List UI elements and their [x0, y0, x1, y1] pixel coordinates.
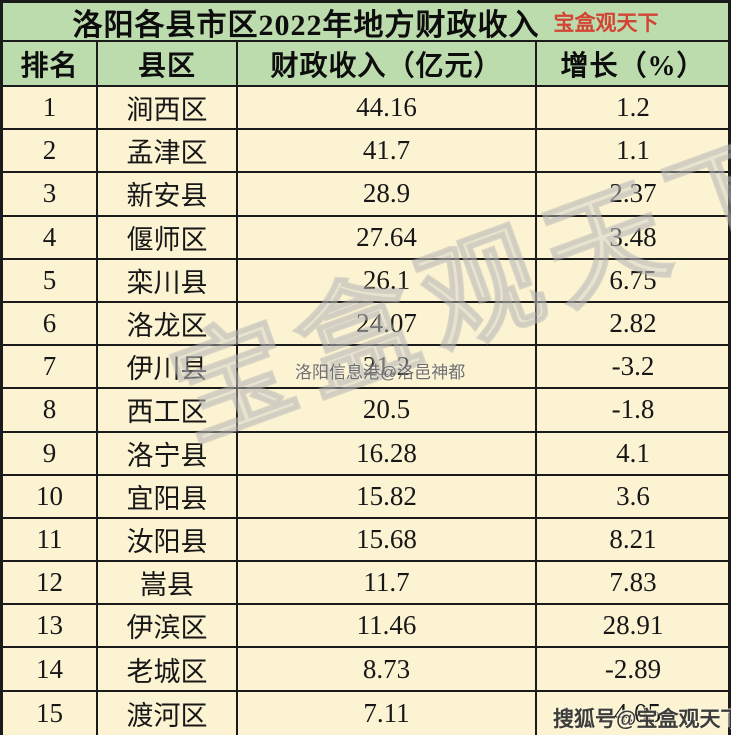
cell-rank: 7 — [3, 346, 98, 390]
cell-county: 洛宁县 — [98, 432, 238, 476]
table-row: 2 孟津区 41.7 1.1 — [3, 130, 729, 174]
cell-growth: -3.2 — [537, 346, 729, 390]
table-row: 4 偃师区 27.64 3.48 — [3, 216, 729, 260]
cell-county: 宜阳县 — [98, 475, 238, 519]
cell-growth: 7.83 — [537, 562, 729, 606]
cell-county: 新安县 — [98, 173, 238, 217]
cell-revenue: 7.11 — [238, 691, 537, 735]
table-row: 14 老城区 8.73 -2.89 — [3, 648, 729, 692]
cell-county: 伊川县 — [98, 346, 238, 390]
cell-growth: -2.89 — [537, 648, 729, 692]
table-header-row: 排名 县区 财政收入（亿元） 增长（%） — [3, 42, 729, 87]
column-header-growth: 增长（%） — [537, 42, 729, 87]
cell-rank: 3 — [3, 173, 98, 217]
table-row: 10 宜阳县 15.82 3.6 — [3, 475, 729, 519]
cell-rank: 5 — [3, 259, 98, 303]
table-row: 5 栾川县 26.1 6.75 — [3, 259, 729, 303]
cell-county: 洛龙区 — [98, 302, 238, 347]
cell-growth: 1.2 — [537, 87, 729, 131]
table-title-bar: 洛阳各县市区2022年地方财政收入 宝盒观天下 — [3, 3, 728, 42]
cell-revenue: 21.2 — [238, 346, 537, 390]
cell-county: 栾川县 — [98, 259, 238, 303]
table-row: 9 洛宁县 16.28 4.1 — [3, 432, 729, 476]
page-title: 洛阳各县市区2022年地方财政收入 — [72, 8, 540, 42]
cell-revenue: 15.82 — [238, 475, 537, 519]
cell-rank: 2 — [3, 130, 98, 174]
cell-revenue: 8.73 — [238, 648, 537, 692]
cell-county: 嵩县 — [98, 562, 238, 606]
table-row: 8 西工区 20.5 -1.8 — [3, 389, 729, 433]
cell-county: 孟津区 — [98, 130, 238, 174]
table-row: 12 嵩县 11.7 7.83 — [3, 562, 729, 606]
cell-growth: 8.21 — [537, 519, 729, 563]
cell-growth: 6.75 — [537, 260, 729, 303]
cell-county: 渡河区 — [98, 691, 238, 735]
cell-county: 老城区 — [98, 648, 238, 692]
table-row: 1 涧西区 44.16 1.2 — [3, 87, 729, 131]
cell-county: 汝阳县 — [98, 518, 238, 563]
table-row: 7 伊川县 21.2 -3.2 — [3, 346, 729, 390]
author-watermark-badge: 宝盒观天下 — [553, 11, 659, 35]
cell-growth: -4.05 — [604, 697, 662, 728]
cell-growth: 2.82 — [537, 303, 729, 347]
cell-revenue: 26.1 — [238, 259, 537, 303]
table-row: 11 汝阳县 15.68 8.21 — [3, 518, 729, 563]
cell-revenue: 28.9 — [238, 173, 537, 217]
cell-revenue: 44.16 — [238, 87, 537, 131]
cell-revenue: 15.68 — [238, 518, 537, 563]
cell-rank: 9 — [3, 432, 98, 476]
cell-revenue: 16.28 — [238, 432, 537, 476]
cell-revenue: 41.7 — [238, 130, 537, 174]
cell-rank: 8 — [3, 389, 98, 433]
cell-rank: 13 — [3, 605, 98, 649]
cell-growth: 2.37 — [537, 173, 729, 217]
cell-county: 涧西区 — [98, 87, 238, 131]
cell-county: 偃师区 — [98, 216, 238, 260]
table-row: 6 洛龙区 24.07 2.82 — [3, 302, 729, 347]
cell-growth: -1.8 — [537, 389, 729, 433]
column-header-revenue: 财政收入（亿元） — [238, 42, 537, 87]
cell-county: 伊滨区 — [98, 605, 238, 649]
table-row: 13 伊滨区 11.46 28.91 — [3, 605, 729, 649]
table-row: 15 渡河区 7.11 -4.05 — [3, 691, 728, 735]
cell-rank: 15 — [3, 691, 98, 735]
cell-revenue: 11.7 — [238, 562, 537, 606]
cell-revenue: 20.5 — [238, 389, 537, 433]
cell-growth: 28.91 — [537, 605, 729, 649]
cell-rank: 6 — [3, 302, 98, 347]
cell-rank: 12 — [3, 562, 98, 606]
cell-revenue: 11.46 — [238, 605, 537, 649]
cell-rank: 11 — [3, 518, 98, 563]
cell-rank: 4 — [3, 216, 98, 260]
table-row: 3 新安县 28.9 2.37 — [3, 173, 729, 217]
column-header-county: 县区 — [98, 42, 238, 87]
table-body: 1 涧西区 44.16 1.2 2 孟津区 41.7 1.1 3 新安县 28.… — [3, 87, 729, 735]
cell-revenue: 24.07 — [238, 302, 537, 347]
cell-growth: 1.1 — [537, 130, 729, 174]
cell-growth: 3.6 — [537, 476, 729, 519]
cell-rank: 14 — [3, 648, 98, 692]
column-header-rank: 排名 — [3, 42, 98, 87]
cell-rank: 10 — [3, 475, 98, 519]
cell-county: 西工区 — [98, 389, 238, 433]
cell-rank: 1 — [3, 87, 98, 131]
cell-growth: 4.1 — [537, 433, 729, 476]
cell-growth: 3.48 — [537, 217, 729, 260]
cell-revenue: 27.64 — [238, 216, 537, 260]
